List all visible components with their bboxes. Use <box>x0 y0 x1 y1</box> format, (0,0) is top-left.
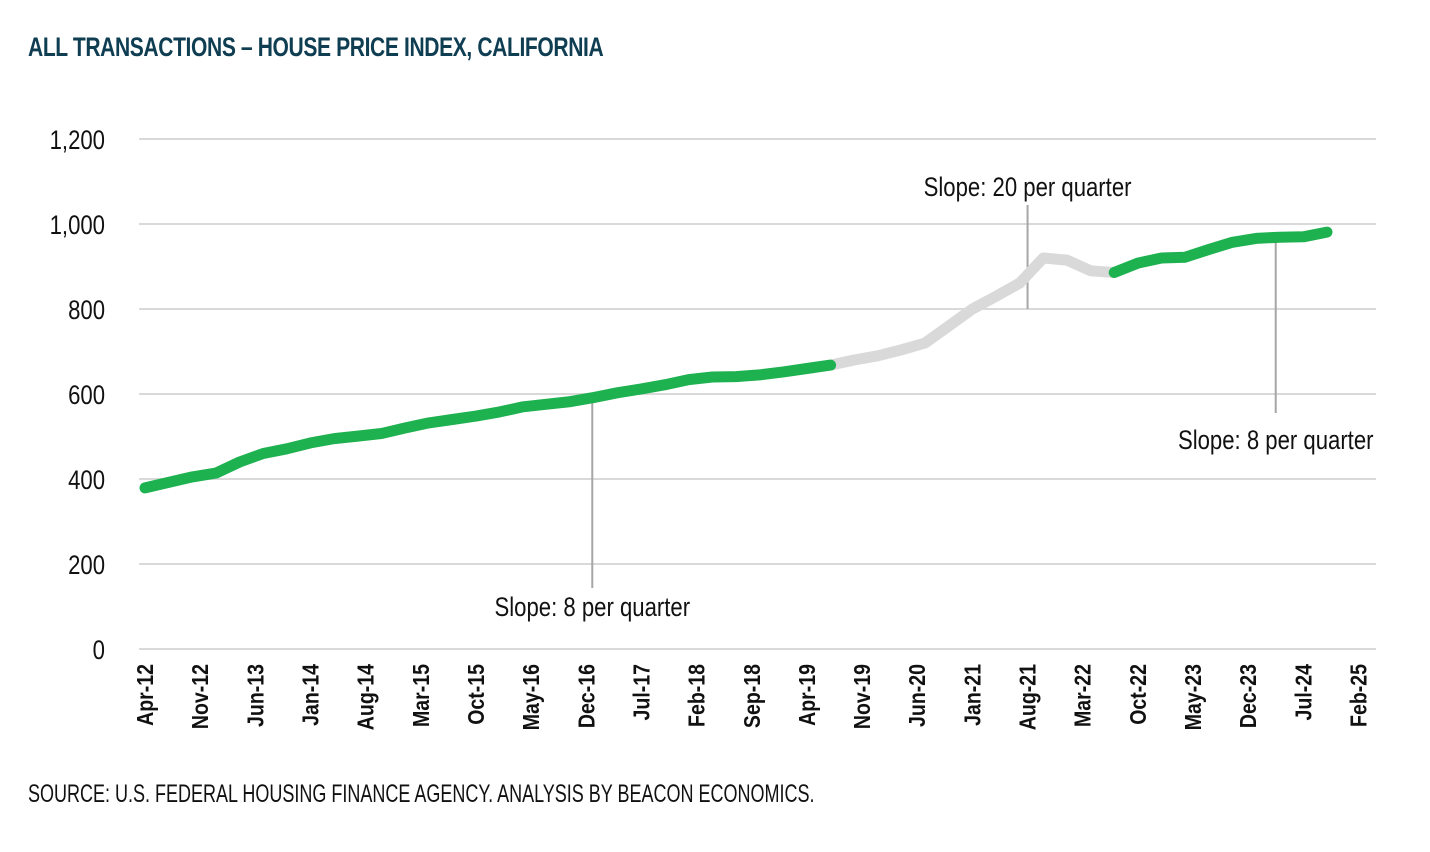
x-tick-label: Apr-19 <box>794 664 820 726</box>
x-tick-label: Aug-14 <box>353 664 379 730</box>
x-tick-label: Nov-19 <box>850 664 876 729</box>
x-tick-label: Jul-24 <box>1291 664 1317 721</box>
y-tick-label: 0 <box>93 636 105 666</box>
slope-annotation: Slope: 8 per quarter <box>1178 426 1374 456</box>
x-axis-ticks: Apr-12 Nov-12 Jun-13 Jan-14 Aug-14 Mar-15 Oct-… <box>133 664 1372 730</box>
chart-title: ALL TRANSACTIONS – HOUSE PRICE INDEX, CA… <box>28 32 604 62</box>
x-tick-label: Dec-23 <box>1236 664 1262 728</box>
x-tick-label: Mar-22 <box>1070 664 1096 727</box>
x-tick-label: Dec-16 <box>574 664 600 728</box>
x-tick-label: Jan-14 <box>298 664 324 726</box>
y-tick-label: 800 <box>68 296 105 326</box>
annotations: Slope: 8 per quarter Slope: 20 per quarte… <box>495 173 1374 623</box>
y-tick-label: 200 <box>68 551 105 581</box>
x-tick-label: Oct-15 <box>463 664 489 725</box>
series-line-2 <box>825 252 1120 371</box>
x-tick-label: Nov-12 <box>188 664 214 729</box>
y-axis-ticks: 0 200 400 600 800 1,000 1,200 <box>50 126 105 666</box>
x-tick-label: Aug-21 <box>1015 664 1041 730</box>
x-tick-label: Jun-20 <box>905 664 931 727</box>
slope-annotation: Slope: 8 per quarter <box>495 593 691 623</box>
x-tick-label: Jan-21 <box>960 664 986 726</box>
gridlines <box>139 138 1376 650</box>
x-tick-label: Apr-12 <box>133 664 159 726</box>
x-tick-label: Jun-13 <box>243 664 269 727</box>
x-tick-label: Oct-22 <box>1125 664 1151 725</box>
annotation-leaders <box>591 205 1277 588</box>
y-tick-label: 400 <box>68 466 105 496</box>
source-note: SOURCE: U.S. FEDERAL HOUSING FINANCE AGE… <box>28 780 815 808</box>
x-tick-label: May-23 <box>1181 664 1207 730</box>
x-tick-label: Jul-17 <box>629 664 655 720</box>
data-series <box>139 226 1333 494</box>
x-tick-label: Mar-15 <box>408 664 434 727</box>
x-tick-label: Sep-18 <box>739 664 765 728</box>
x-tick-label: Feb-25 <box>1346 664 1372 727</box>
y-tick-label: 1,200 <box>50 126 105 156</box>
y-tick-label: 600 <box>68 381 105 411</box>
y-tick-label: 1,000 <box>50 211 105 241</box>
x-tick-label: May-16 <box>519 664 545 730</box>
slope-annotation: Slope: 20 per quarter <box>924 173 1132 203</box>
series-line-3 <box>1108 226 1333 278</box>
x-tick-label: Feb-18 <box>684 664 710 727</box>
series-line-1 <box>139 359 837 494</box>
